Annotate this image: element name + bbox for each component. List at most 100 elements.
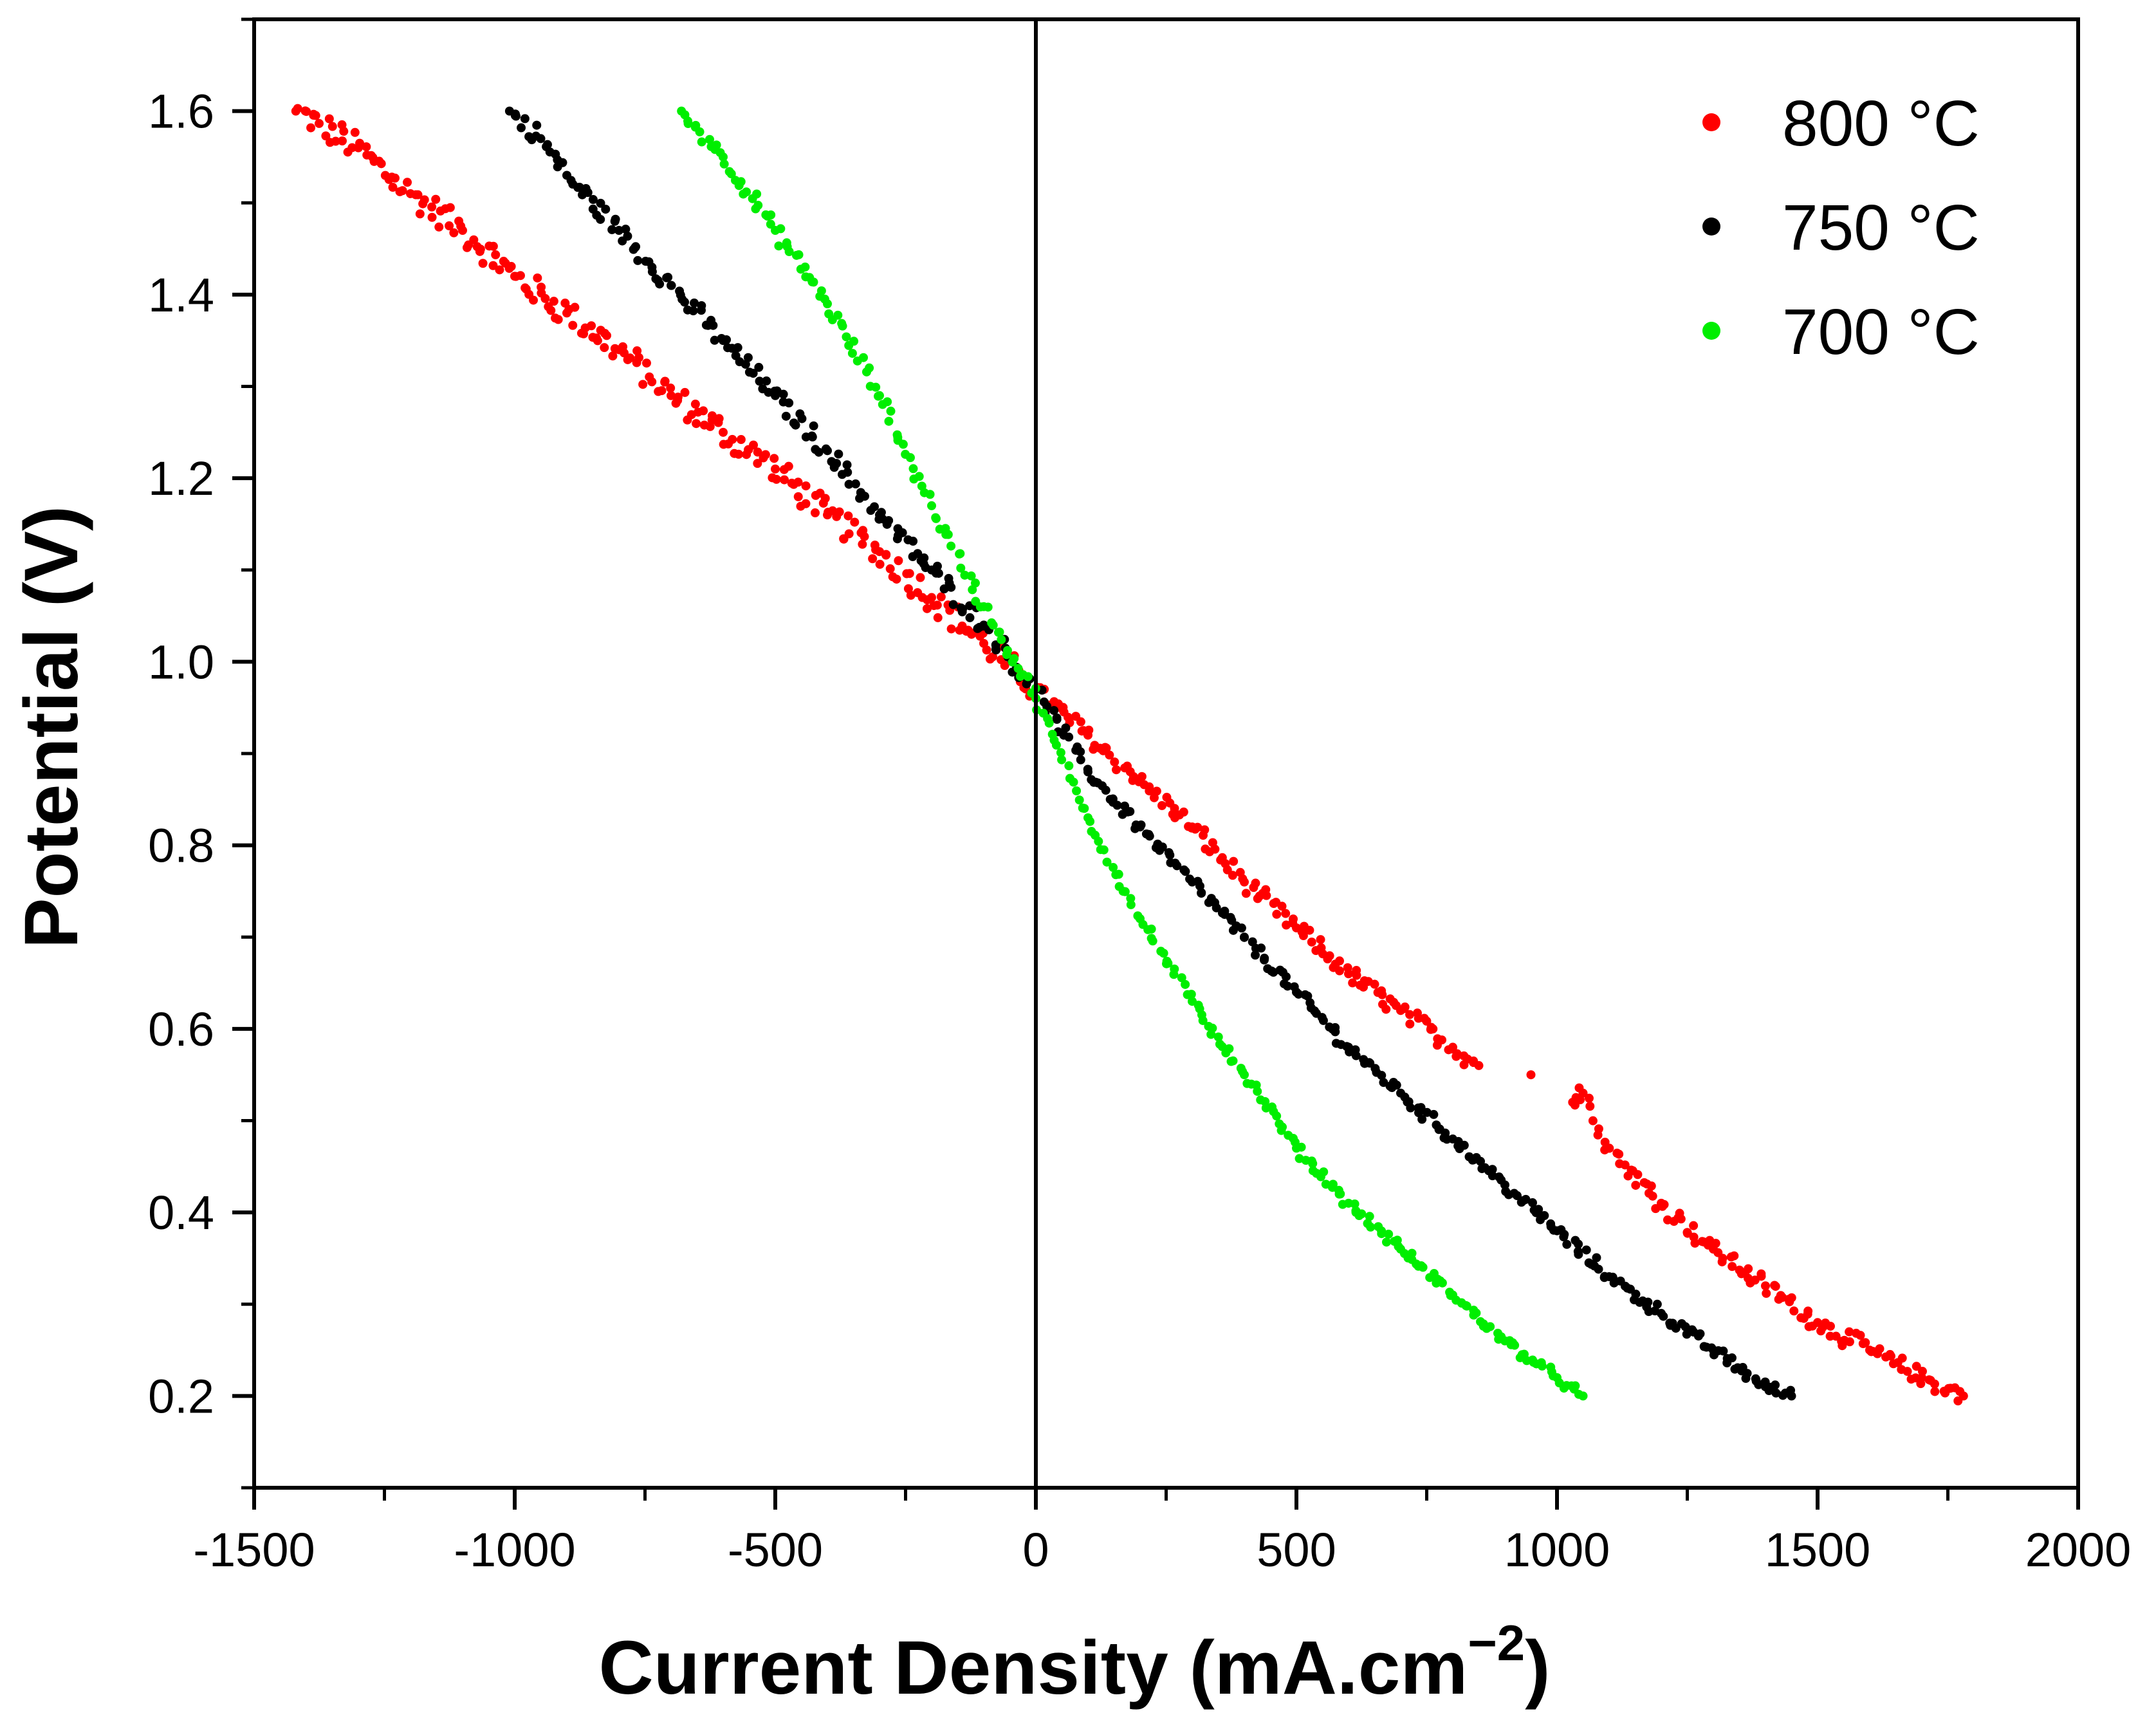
data-point bbox=[965, 613, 975, 622]
data-point bbox=[1381, 1237, 1391, 1247]
data-point bbox=[491, 250, 501, 259]
data-point bbox=[1776, 1291, 1785, 1301]
data-point bbox=[859, 353, 869, 362]
data-point bbox=[823, 446, 832, 456]
data-point bbox=[1145, 786, 1154, 796]
data-point bbox=[914, 472, 924, 481]
x-axis-title: Current Density (mA.cm−2) bbox=[599, 1615, 1551, 1710]
data-point bbox=[1728, 1262, 1737, 1272]
data-point bbox=[699, 406, 708, 416]
data-point bbox=[1125, 807, 1135, 817]
data-point bbox=[1789, 1306, 1799, 1316]
data-point bbox=[1085, 817, 1095, 826]
data-point bbox=[293, 104, 302, 113]
data-point bbox=[844, 529, 854, 539]
data-point bbox=[946, 582, 956, 592]
data-point bbox=[696, 306, 706, 315]
data-point bbox=[726, 169, 736, 179]
data-point bbox=[1578, 1088, 1588, 1098]
data-point bbox=[1277, 902, 1287, 911]
data-point bbox=[871, 382, 881, 392]
data-point bbox=[955, 625, 964, 635]
data-point bbox=[793, 477, 803, 487]
data-point bbox=[749, 440, 759, 450]
data-point bbox=[1114, 869, 1123, 879]
data-point bbox=[566, 176, 576, 185]
data-point bbox=[1727, 1353, 1737, 1363]
data-point bbox=[719, 152, 728, 162]
data-point bbox=[1072, 786, 1082, 795]
data-point bbox=[1251, 950, 1260, 960]
data-point bbox=[1633, 1170, 1643, 1180]
data-point bbox=[631, 242, 641, 252]
data-point bbox=[1159, 949, 1168, 958]
data-point bbox=[1325, 951, 1334, 961]
x-axis-title-superscript: −2 bbox=[1468, 1615, 1525, 1671]
data-point bbox=[1592, 1253, 1601, 1263]
data-point bbox=[743, 353, 753, 362]
data-point bbox=[667, 391, 676, 400]
data-point bbox=[1240, 1070, 1249, 1080]
data-point bbox=[865, 363, 874, 373]
series-0 bbox=[291, 104, 1968, 1406]
data-point bbox=[587, 321, 596, 331]
data-point bbox=[662, 273, 672, 282]
data-point bbox=[834, 449, 843, 459]
data-point bbox=[419, 195, 429, 205]
data-point bbox=[1614, 1149, 1624, 1159]
data-point bbox=[413, 190, 423, 199]
data-point bbox=[916, 573, 925, 582]
data-point bbox=[1526, 1070, 1536, 1080]
data-point bbox=[1930, 1379, 1939, 1389]
data-point bbox=[1494, 1172, 1504, 1182]
data-point bbox=[532, 120, 542, 130]
data-point bbox=[1241, 889, 1251, 898]
data-point bbox=[660, 377, 670, 387]
data-point bbox=[1157, 842, 1167, 852]
data-point bbox=[843, 511, 853, 521]
data-point bbox=[1588, 1116, 1598, 1125]
x-tick-label: 0 bbox=[1022, 1523, 1049, 1577]
data-point bbox=[1281, 972, 1291, 981]
data-point bbox=[1620, 1160, 1630, 1170]
data-point bbox=[780, 475, 789, 485]
data-point bbox=[602, 331, 612, 340]
data-point bbox=[1137, 772, 1147, 781]
data-point bbox=[1718, 1346, 1728, 1356]
data-point bbox=[970, 579, 980, 588]
y-tick-label: 0.6 bbox=[148, 1003, 214, 1056]
data-point bbox=[1418, 1263, 1428, 1272]
data-point bbox=[1259, 955, 1269, 965]
data-point bbox=[1594, 1264, 1603, 1274]
data-point bbox=[1296, 1142, 1306, 1152]
data-point bbox=[1352, 970, 1361, 980]
ticks-layer bbox=[232, 17, 2080, 1510]
data-point bbox=[1181, 979, 1190, 989]
data-point bbox=[1366, 1222, 1376, 1232]
data-point bbox=[823, 299, 832, 309]
data-point bbox=[1574, 1239, 1583, 1249]
data-point bbox=[898, 440, 908, 449]
data-point bbox=[1126, 900, 1136, 909]
data-point bbox=[339, 127, 349, 136]
data-point bbox=[708, 320, 718, 330]
data-point bbox=[875, 559, 885, 569]
data-point bbox=[1084, 725, 1094, 735]
data-point bbox=[712, 140, 721, 150]
data-point bbox=[1574, 1250, 1583, 1259]
data-point bbox=[504, 264, 514, 273]
data-point bbox=[1251, 878, 1260, 888]
data-point bbox=[641, 358, 651, 368]
data-point bbox=[814, 447, 824, 457]
data-point bbox=[843, 467, 852, 477]
data-point bbox=[1917, 1367, 1927, 1376]
data-point bbox=[1145, 831, 1154, 841]
data-point bbox=[362, 142, 371, 152]
data-point bbox=[771, 464, 780, 474]
data-point bbox=[1562, 1239, 1572, 1249]
data-point bbox=[1198, 1015, 1208, 1025]
data-point bbox=[943, 530, 953, 539]
data-point bbox=[1307, 937, 1316, 947]
data-point bbox=[1659, 1311, 1668, 1321]
data-point bbox=[752, 189, 762, 199]
